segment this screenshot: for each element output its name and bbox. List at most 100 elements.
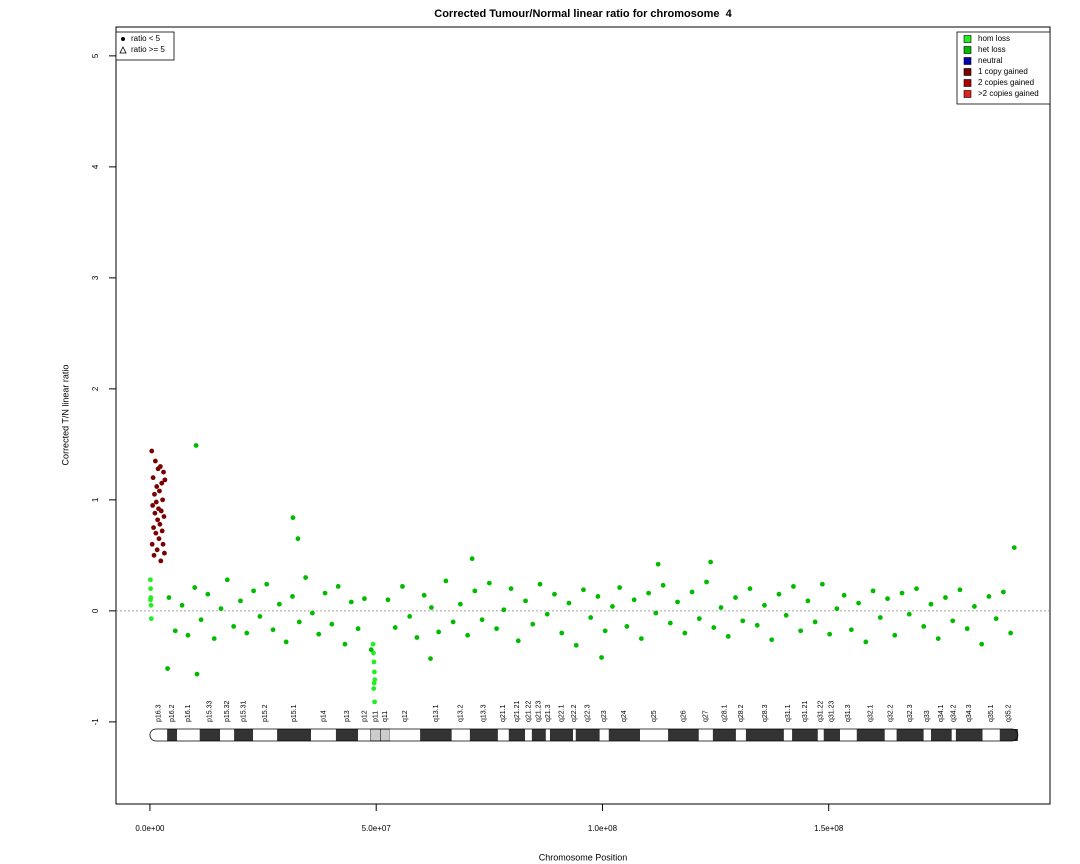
data-point [371, 686, 377, 691]
band-label: q21.1 [500, 704, 507, 722]
data-point [270, 627, 276, 633]
chromosome-band [999, 729, 1018, 741]
chromosome-band [640, 729, 669, 741]
x-axis-label: Chromosome Position [539, 852, 628, 862]
data-point [624, 624, 630, 629]
data-point [523, 598, 528, 604]
data-point [595, 594, 601, 599]
data-point [148, 597, 153, 603]
data-point [906, 611, 912, 617]
data-point [161, 469, 166, 475]
data-point [152, 491, 157, 497]
band-label: q22.1 [558, 704, 565, 722]
data-point [371, 680, 377, 686]
data-point [646, 590, 652, 596]
legend-swatch [963, 90, 972, 98]
data-point [158, 508, 164, 514]
data-point [986, 594, 992, 599]
data-point [153, 499, 159, 505]
band-label: p15.2 [262, 704, 269, 722]
data-point [165, 666, 170, 671]
data-point [508, 586, 514, 592]
data-point [162, 550, 167, 556]
data-point [151, 552, 157, 558]
data-point [914, 586, 919, 592]
data-point [754, 622, 760, 628]
band-label: q34.3 [966, 704, 973, 722]
data-point [154, 547, 160, 553]
data-point [769, 637, 775, 643]
band-label: p12 [361, 710, 368, 722]
chromosome-outline [149, 728, 1019, 742]
band-label: q32.1 [868, 704, 875, 722]
band-label: q25 [651, 710, 658, 722]
shape-legend-box [115, 31, 175, 61]
y-tick-label: 5 [91, 53, 100, 58]
data-point [370, 641, 376, 647]
chromosome-band [253, 729, 278, 741]
band-label: q35.2 [1006, 704, 1013, 722]
chromosome-band [370, 728, 381, 742]
y-axis-label: Corrected T/N linear ratio [60, 365, 70, 466]
data-point [530, 621, 536, 627]
chromosome-band [167, 729, 178, 741]
band-label: p14 [320, 710, 327, 722]
data-point [979, 641, 985, 647]
band-label: q27 [703, 710, 710, 722]
chromosome-band [575, 729, 600, 741]
data-point [148, 602, 154, 608]
data-point [335, 584, 341, 589]
data-point [537, 581, 543, 587]
data-point [740, 618, 746, 624]
plot-frame [115, 26, 1051, 805]
band-label: q23 [601, 710, 608, 722]
band-label: q13.2 [458, 704, 465, 722]
chromosome-band [884, 729, 897, 741]
data-point [283, 639, 289, 645]
band-label: p16.2 [169, 704, 176, 722]
data-point [762, 602, 767, 608]
band-label: q13.3 [481, 704, 488, 722]
chromosome-band [745, 729, 784, 741]
data-point [841, 592, 847, 598]
data-point [885, 596, 890, 602]
chromosome-band [930, 729, 952, 741]
legend-swatch [963, 57, 972, 65]
data-point [834, 606, 840, 612]
data-point [682, 630, 688, 636]
data-point [465, 632, 471, 638]
chromosome-band [389, 729, 421, 741]
band-label: q21.23 [536, 700, 543, 722]
data-point [457, 601, 463, 607]
chromosome-band [549, 729, 574, 741]
data-point [159, 528, 165, 534]
data-point [993, 616, 999, 622]
band-label: q32.2 [888, 704, 895, 722]
chromosome-band [840, 729, 857, 741]
data-point [443, 578, 449, 584]
data-point [264, 581, 270, 587]
band-label: q34.1 [938, 704, 945, 722]
band-label: p13 [344, 710, 351, 722]
data-point [599, 655, 604, 660]
data-point [655, 561, 661, 567]
chromosome-band [783, 729, 793, 741]
data-point [147, 577, 153, 583]
data-point [159, 480, 165, 486]
data-point [158, 558, 164, 564]
data-point [371, 669, 377, 675]
chromosome-band [698, 729, 713, 741]
band-label: q31.23 [829, 700, 836, 722]
legend-label: 1 copy gained [978, 67, 1028, 76]
data-point [848, 627, 854, 633]
data-point [892, 632, 898, 638]
data-point [602, 628, 608, 634]
legend-label: neutral [978, 56, 1003, 65]
data-point [193, 443, 199, 448]
band-label: q21.21 [514, 700, 521, 722]
chromosome-band [599, 729, 609, 741]
chromosome-band [792, 729, 818, 741]
data-point [863, 639, 869, 645]
